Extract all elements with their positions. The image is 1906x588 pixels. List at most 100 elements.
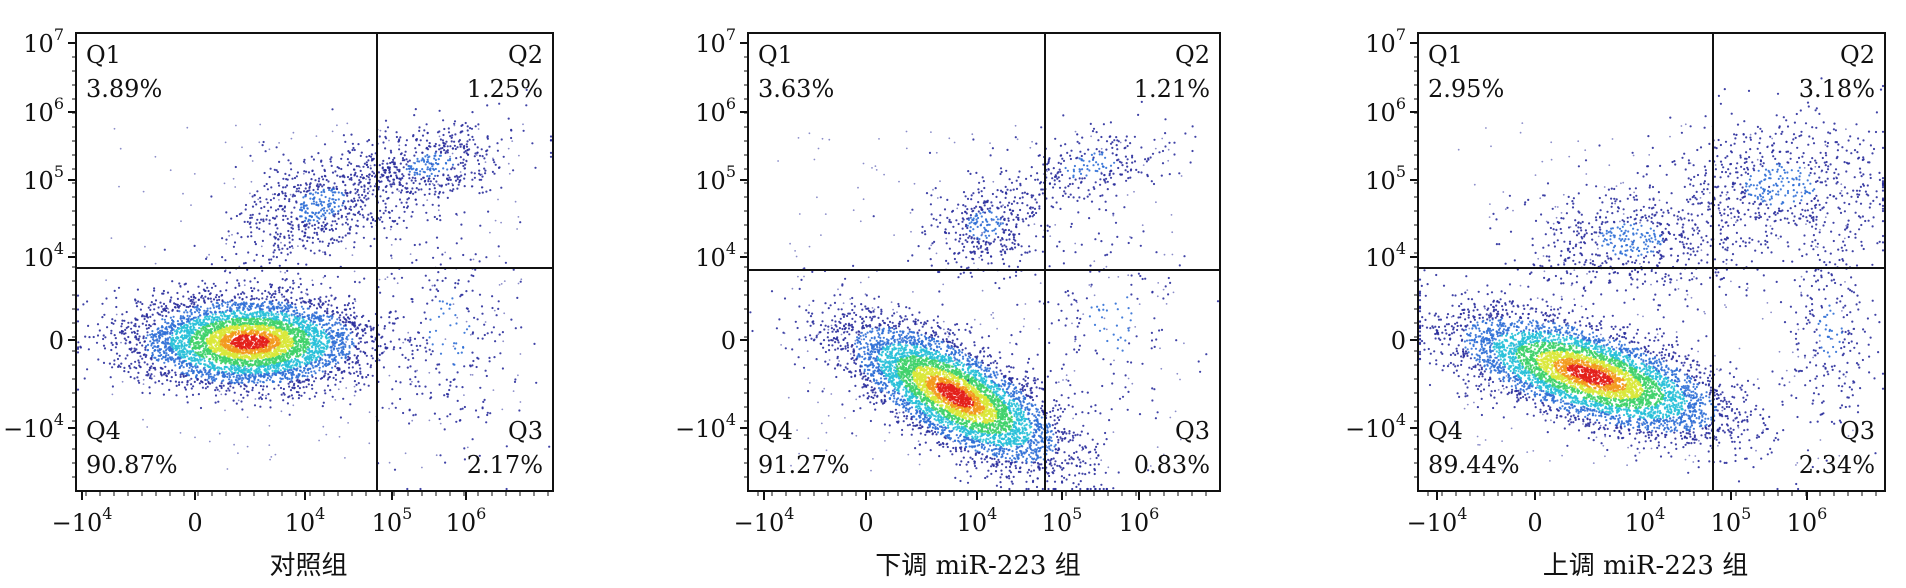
event-dot xyxy=(111,237,113,239)
event-dot xyxy=(315,340,317,342)
event-dot xyxy=(221,294,223,296)
event-dot xyxy=(205,318,207,320)
event-dot xyxy=(320,341,322,343)
event-dot xyxy=(269,425,271,427)
event-dot xyxy=(391,244,393,246)
event-dot xyxy=(282,399,284,401)
event-dot xyxy=(163,290,165,292)
event-dot xyxy=(136,319,138,321)
event-dot xyxy=(164,309,166,311)
event-dot xyxy=(165,374,167,376)
event-dot xyxy=(162,326,164,328)
event-dots xyxy=(77,89,552,490)
event-dot xyxy=(144,361,146,363)
event-dot xyxy=(297,273,299,275)
event-dot xyxy=(274,293,276,295)
event-dot xyxy=(226,366,228,368)
event-dot xyxy=(305,320,307,322)
event-dot xyxy=(478,128,480,130)
event-dot xyxy=(155,156,157,158)
event-dot xyxy=(232,356,234,358)
event-dot xyxy=(163,362,165,364)
event-dot xyxy=(265,344,267,346)
event-dot xyxy=(410,253,412,255)
event-dot xyxy=(425,350,427,352)
event-dot xyxy=(306,289,308,291)
event-dot xyxy=(204,327,206,329)
event-dot xyxy=(279,360,281,362)
event-dot xyxy=(225,390,227,392)
event-dot xyxy=(337,350,339,352)
event-dot xyxy=(186,350,188,352)
event-dot xyxy=(230,382,232,384)
event-dot xyxy=(77,308,79,310)
event-dot xyxy=(187,335,189,337)
event-dot xyxy=(222,343,224,345)
event-dot xyxy=(452,153,454,155)
event-dot xyxy=(283,305,285,307)
event-dot xyxy=(199,356,201,358)
event-dot xyxy=(253,370,255,372)
event-dot xyxy=(165,328,167,330)
event-dot xyxy=(236,365,238,367)
event-dot xyxy=(251,342,253,344)
event-dot xyxy=(264,290,266,292)
event-dot xyxy=(251,295,253,297)
event-dot xyxy=(136,344,138,346)
event-dot xyxy=(234,297,236,299)
event-dot xyxy=(409,337,411,339)
event-dot xyxy=(397,282,399,284)
event-dot xyxy=(249,193,251,195)
event-dot xyxy=(239,297,241,299)
event-dot xyxy=(296,299,298,301)
event-dot xyxy=(172,320,174,322)
event-dot xyxy=(509,173,511,175)
event-dot xyxy=(254,372,256,374)
event-dot xyxy=(103,345,105,347)
event-dot xyxy=(289,286,291,288)
event-dot xyxy=(351,321,353,323)
event-dot xyxy=(190,350,192,352)
event-dot xyxy=(333,377,335,379)
event-dot xyxy=(230,379,232,381)
event-dot xyxy=(155,336,157,338)
event-dot xyxy=(113,363,115,365)
event-dot xyxy=(196,308,198,310)
event-dot xyxy=(170,317,172,319)
event-dot xyxy=(288,314,290,316)
event-dot xyxy=(347,422,349,424)
event-dot xyxy=(114,290,116,292)
event-dot xyxy=(193,370,195,372)
event-dot xyxy=(231,350,233,352)
event-dot xyxy=(248,305,250,307)
event-dot xyxy=(295,343,297,345)
event-dot xyxy=(432,285,434,287)
event-dot xyxy=(211,378,213,380)
event-dot xyxy=(315,316,317,318)
event-dot xyxy=(141,344,143,346)
event-dot xyxy=(278,199,280,201)
event-dot xyxy=(414,370,416,372)
event-dot xyxy=(336,124,338,126)
event-dot xyxy=(111,318,113,320)
event-dot xyxy=(163,303,165,305)
event-dot xyxy=(201,355,203,357)
event-dot xyxy=(211,382,213,384)
event-dot xyxy=(265,298,267,300)
event-dot xyxy=(303,346,305,348)
event-dot xyxy=(153,287,155,289)
event-dot xyxy=(104,336,106,338)
event-dot xyxy=(359,281,361,283)
event-dot xyxy=(393,346,395,348)
event-dot xyxy=(272,361,274,363)
event-dot xyxy=(299,278,301,280)
event-dot xyxy=(126,354,128,356)
event-dot xyxy=(158,355,160,357)
event-dot xyxy=(278,291,280,293)
event-dot xyxy=(141,392,143,394)
event-dot xyxy=(223,385,225,387)
event-dot xyxy=(171,369,173,371)
event-dot xyxy=(283,296,285,298)
event-dot xyxy=(125,342,127,344)
